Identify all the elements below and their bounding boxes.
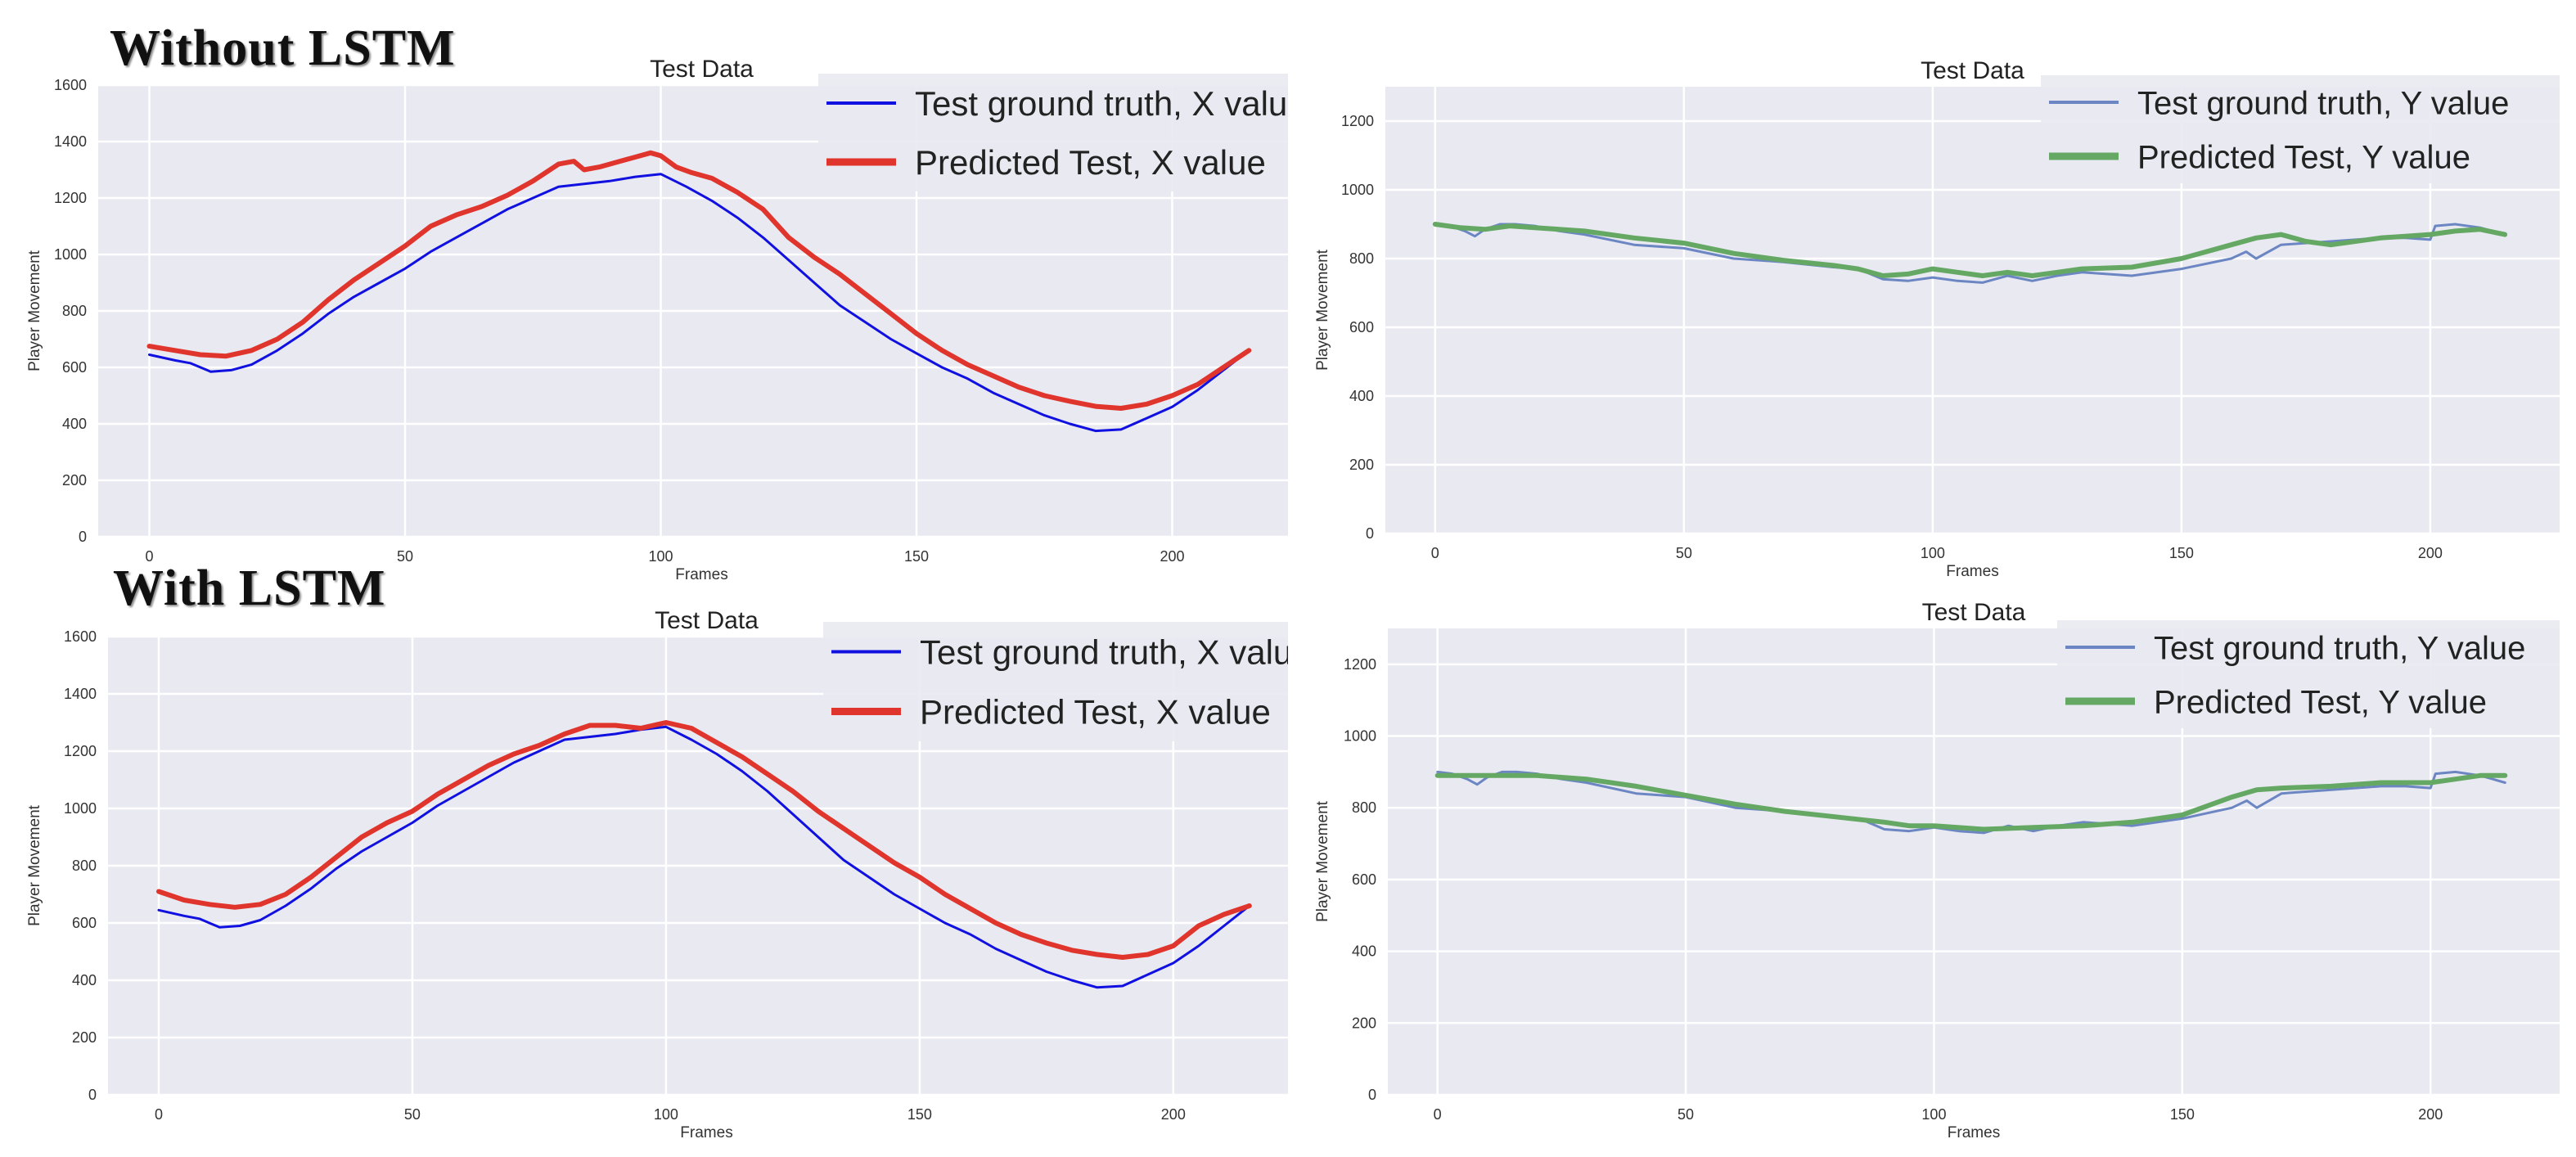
y-tick-label: 200 bbox=[72, 1029, 97, 1046]
legend-box bbox=[2057, 620, 2560, 728]
x-axis-label: Frames bbox=[675, 566, 727, 583]
x-tick-label: 100 bbox=[1921, 1106, 1946, 1123]
x-axis-label: Frames bbox=[680, 1124, 732, 1141]
y-tick-label: 400 bbox=[62, 416, 87, 432]
legend-label: Test ground truth, X value bbox=[920, 633, 1288, 672]
chart-title: Test Data bbox=[650, 56, 754, 83]
y-tick-label: 1000 bbox=[1341, 182, 1374, 198]
x-tick-label: 50 bbox=[1676, 545, 1692, 561]
y-tick-label: 600 bbox=[62, 359, 87, 376]
y-tick-label: 1200 bbox=[1341, 113, 1374, 129]
x-tick-label: 150 bbox=[904, 548, 929, 565]
legend-label: Test ground truth, Y value bbox=[2137, 85, 2509, 121]
legend-label: Predicted Test, Y value bbox=[2137, 139, 2470, 175]
x-tick-label: 100 bbox=[1921, 545, 1945, 561]
chart-title: Test Data bbox=[1922, 599, 2026, 626]
y-tick-label: 1600 bbox=[54, 77, 87, 93]
y-tick-label: 1400 bbox=[64, 686, 97, 702]
x-tick-label: 150 bbox=[2170, 1106, 2195, 1123]
x-tick-label: 50 bbox=[404, 1106, 421, 1123]
y-tick-label: 200 bbox=[62, 472, 87, 488]
y-tick-label: 1400 bbox=[54, 133, 87, 150]
chart-without-lstm-x: 0 200 400 600 800 1000 1200 1400 1600 0 50 100 150 20… bbox=[26, 56, 1288, 583]
x-tick-label: 200 bbox=[2418, 545, 2443, 561]
y-tick-label: 800 bbox=[62, 303, 87, 319]
y-tick-label: 1200 bbox=[54, 190, 87, 206]
y-tick-label: 800 bbox=[1352, 799, 1376, 816]
y-tick-label: 0 bbox=[79, 529, 87, 545]
y-tick-label: 0 bbox=[1368, 1087, 1376, 1103]
legend-box bbox=[823, 622, 1288, 741]
series-line-2 bbox=[1434, 772, 2508, 832]
x-tick-label: 200 bbox=[1161, 1106, 1186, 1123]
chart-title: Test Data bbox=[655, 607, 759, 634]
x-tick-label: 0 bbox=[1431, 545, 1439, 561]
x-tick-label: 50 bbox=[397, 548, 413, 565]
x-tick-label: 100 bbox=[654, 1106, 678, 1123]
chart-with-lstm-x: 0 200 400 600 800 1000 1200 1400 1600 0 50 100 150 20… bbox=[26, 607, 1288, 1141]
y-tick-label: 1000 bbox=[54, 246, 87, 263]
legend-label: Test ground truth, X value bbox=[915, 84, 1288, 123]
x-axis-label: Frames bbox=[1946, 563, 1998, 580]
x-axis-label: Frames bbox=[1948, 1124, 2000, 1141]
y-tick-label: 0 bbox=[88, 1087, 97, 1103]
y-axis-label: Player Movement bbox=[1314, 800, 1331, 922]
legend-box bbox=[2041, 75, 2560, 183]
x-tick-label: 150 bbox=[907, 1106, 932, 1123]
y-tick-label: 200 bbox=[1352, 1015, 1376, 1031]
legend-label: Predicted Test, Y value bbox=[2154, 684, 2487, 720]
section-label-with-lstm: With LSTM bbox=[113, 560, 386, 616]
chart-with-lstm-y: 0 200 400 600 800 1000 1200 0 50 100 150 200 Test Da… bbox=[1314, 599, 2560, 1141]
series-line-2 bbox=[1432, 222, 2508, 278]
x-tick-label: 0 bbox=[155, 1106, 163, 1123]
section-label-without-lstm: Without LSTM bbox=[110, 20, 456, 76]
y-tick-label: 800 bbox=[1349, 250, 1374, 267]
y-tick-label: 200 bbox=[1349, 457, 1374, 473]
y-tick-label: 400 bbox=[1352, 943, 1376, 960]
series-line-1 bbox=[157, 725, 1251, 989]
y-tick-label: 800 bbox=[72, 858, 97, 874]
chart-title: Test Data bbox=[1921, 57, 2024, 84]
chart-without-lstm-y: 0 200 400 600 800 1000 1200 0 50 100 150 200 Test Da… bbox=[1314, 57, 2560, 580]
series-line-2 bbox=[156, 720, 1252, 960]
y-tick-label: 400 bbox=[72, 972, 97, 988]
y-tick-label: 1200 bbox=[1344, 656, 1376, 673]
series-line-1 bbox=[148, 173, 1250, 433]
y-tick-label: 1000 bbox=[64, 800, 97, 817]
x-tick-label: 200 bbox=[2418, 1106, 2443, 1123]
legend-box bbox=[818, 74, 1288, 191]
x-tick-label: 0 bbox=[145, 548, 153, 565]
x-tick-label: 150 bbox=[2169, 545, 2194, 561]
series-line-2 bbox=[146, 150, 1252, 411]
x-tick-label: 0 bbox=[1434, 1106, 1442, 1123]
y-tick-label: 600 bbox=[1352, 871, 1376, 888]
y-axis-label: Player Movement bbox=[26, 804, 43, 926]
x-tick-label: 100 bbox=[648, 548, 673, 565]
legend-label: Test ground truth, Y value bbox=[2154, 630, 2525, 666]
series-line-1 bbox=[1436, 770, 2506, 835]
y-tick-label: 1000 bbox=[1344, 728, 1376, 745]
y-tick-label: 0 bbox=[1366, 525, 1374, 542]
x-tick-label: 200 bbox=[1160, 548, 1184, 565]
legend-label: Predicted Test, X value bbox=[915, 143, 1266, 182]
legend-label: Predicted Test, X value bbox=[920, 693, 1271, 732]
y-tick-label: 600 bbox=[72, 915, 97, 931]
y-axis-label: Player Movement bbox=[26, 250, 43, 371]
y-axis-label: Player Movement bbox=[1314, 249, 1331, 371]
y-tick-label: 600 bbox=[1349, 319, 1374, 335]
x-tick-label: 50 bbox=[1678, 1106, 1694, 1123]
y-tick-label: 1600 bbox=[64, 628, 97, 645]
y-tick-label: 400 bbox=[1349, 388, 1374, 404]
y-tick-label: 1200 bbox=[64, 743, 97, 759]
